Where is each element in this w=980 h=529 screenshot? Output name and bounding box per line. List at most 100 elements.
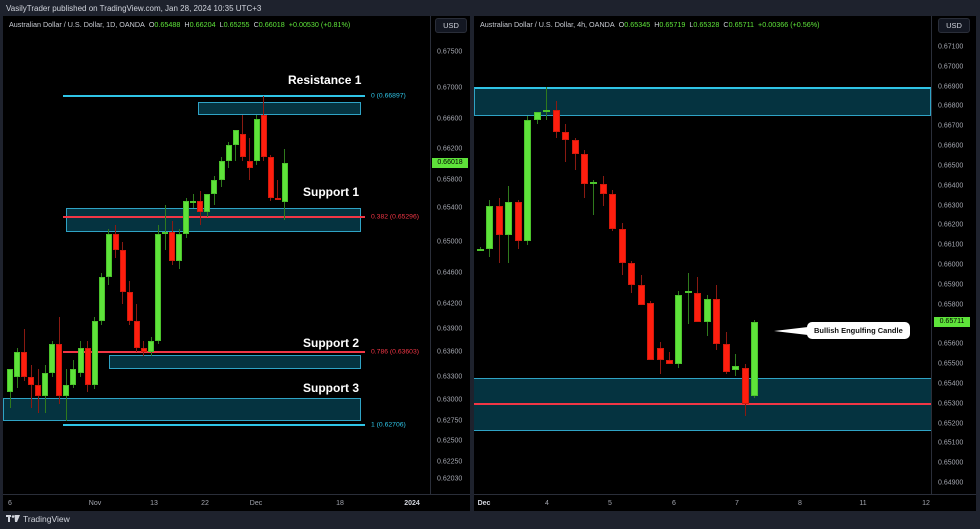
right-price-axis[interactable]: USD 0.67100 0.67000 0.66900 0.66800 0.66700 0… xyxy=(931,16,977,494)
tradingview-logo[interactable]: TradingView xyxy=(6,514,70,524)
time-tick: 4 xyxy=(545,500,549,507)
candle-body xyxy=(162,231,169,234)
candle-body xyxy=(495,205,503,236)
price-tick: 0.66000 xyxy=(938,261,964,269)
candle-body xyxy=(694,292,702,323)
candle-body xyxy=(246,160,253,169)
left-chart-panel: Australian Dollar / U.S. Dollar, 1D, OAN… xyxy=(3,16,470,511)
time-tick: 13 xyxy=(150,500,158,507)
price-tick: 0.66400 xyxy=(938,182,964,190)
right-open: 0.65345 xyxy=(624,20,651,29)
support-midline xyxy=(474,402,931,405)
price-tick: 0.65800 xyxy=(437,176,463,184)
left-open: 0.65488 xyxy=(154,20,181,29)
price-tick: 0.66600 xyxy=(938,142,964,150)
candle-body xyxy=(533,112,541,121)
fib-level-line xyxy=(63,350,365,353)
price-tick: 0.66500 xyxy=(938,162,964,170)
price-tick: 0.65500 xyxy=(938,360,964,368)
candle-body xyxy=(148,340,154,352)
fib-level-line xyxy=(63,423,365,426)
candle-body xyxy=(618,229,626,263)
time-tick: 2024 xyxy=(404,500,420,507)
price-tick: 0.66100 xyxy=(938,241,964,249)
right-change: +0.00366 (+0.56%) xyxy=(758,20,820,29)
price-tick: 0.62750 xyxy=(437,417,463,425)
time-tick: Dec xyxy=(477,500,491,507)
candle-body xyxy=(105,233,112,277)
price-tick: 0.65900 xyxy=(938,281,964,289)
left-plot-area[interactable]: 0 (0.66897) 0.382 (0.65296) 0.786 (0.63603… xyxy=(3,16,430,494)
candle-body xyxy=(112,233,119,250)
price-tick: 0.67100 xyxy=(938,43,964,51)
candle-body xyxy=(183,201,190,234)
candle-body xyxy=(732,366,740,371)
left-symbol-legend: Australian Dollar / U.S. Dollar, 1D, OAN… xyxy=(9,20,351,29)
tradingview-logo-icon xyxy=(6,515,20,522)
candle-body xyxy=(486,205,494,250)
price-tick: 0.66300 xyxy=(938,202,964,210)
time-tick: 12 xyxy=(922,500,930,507)
price-tick: 0.67500 xyxy=(437,48,463,56)
time-tick: 22 xyxy=(201,500,209,507)
callout-pointer xyxy=(774,327,808,336)
candle-body xyxy=(722,344,730,372)
price-tick: 0.65000 xyxy=(938,459,964,467)
right-time-axis[interactable]: Dec 4 5 6 7 8 11 12 xyxy=(474,494,976,512)
candle-body xyxy=(514,201,522,242)
candle-body xyxy=(666,360,673,365)
fib-level-label: 0.382 (0.65296) xyxy=(371,213,419,221)
left-currency-button[interactable]: USD xyxy=(435,18,467,33)
price-tick: 0.65400 xyxy=(437,204,463,212)
right-currency-button[interactable]: USD xyxy=(938,18,970,33)
price-tick: 0.65300 xyxy=(938,400,964,408)
candle-body xyxy=(267,156,274,198)
left-high: 0.66204 xyxy=(189,20,216,29)
right-plot-area[interactable]: Bullish Engulfing Candle xyxy=(474,16,931,494)
candle-wick xyxy=(277,180,279,199)
candle-body xyxy=(751,322,759,396)
price-tick: 0.65100 xyxy=(938,439,964,447)
candle-body xyxy=(281,162,288,202)
candle-body xyxy=(647,302,655,361)
candle-body xyxy=(675,294,683,365)
price-tick: 0.67000 xyxy=(437,84,463,92)
price-tick: 0.65400 xyxy=(938,380,964,388)
candle-body xyxy=(91,320,98,385)
price-tick: 0.64600 xyxy=(437,269,463,277)
zone-label-3: Support 2 xyxy=(303,336,359,351)
resistance-1-zone xyxy=(198,101,361,116)
price-tick: 0.62500 xyxy=(437,437,463,445)
right-low: 0.65328 xyxy=(693,20,720,29)
candle-body xyxy=(232,130,239,146)
fib-level-label: 0.786 (0.63603) xyxy=(371,348,419,356)
candle-body xyxy=(590,181,598,184)
candle-wick xyxy=(30,364,32,409)
right-symbol-legend: Australian Dollar / U.S. Dollar, 4h, OAN… xyxy=(480,20,820,29)
candle-wick xyxy=(669,352,670,365)
candle-body xyxy=(126,292,133,321)
price-tick: 0.63300 xyxy=(437,373,463,381)
candle-body xyxy=(218,160,225,180)
left-price-axis[interactable]: USD 0.67500 0.67000 0.66600 0.66200 0.65800 0… xyxy=(430,16,471,494)
price-tick: 0.66800 xyxy=(938,102,964,110)
candle-body xyxy=(599,183,607,194)
candle-body xyxy=(543,110,551,113)
left-symbol: Australian Dollar / U.S. Dollar, 1D, OAN… xyxy=(9,20,145,29)
candle-body xyxy=(84,348,91,385)
left-time-axis[interactable]: 6 Nov 13 22 Dec 18 2024 xyxy=(3,494,470,512)
candle-body xyxy=(684,290,692,293)
candle-wick xyxy=(574,138,576,170)
fib-level-line xyxy=(63,94,365,97)
right-symbol: Australian Dollar / U.S. Dollar, 4h, OAN… xyxy=(480,20,615,29)
candle-body xyxy=(253,119,260,161)
price-tick: 0.66900 xyxy=(938,83,964,91)
candle-body xyxy=(21,352,28,377)
support-1-zone xyxy=(66,208,361,232)
candle-wick xyxy=(687,272,689,325)
fib-level-label: 1 (0.62706) xyxy=(371,421,406,429)
price-tick: 0.65200 xyxy=(938,420,964,428)
price-tick: 0.66600 xyxy=(437,115,463,123)
fib-level-label: 0 (0.66897) xyxy=(371,92,406,100)
last-price-badge: 0.65711 xyxy=(934,317,970,328)
